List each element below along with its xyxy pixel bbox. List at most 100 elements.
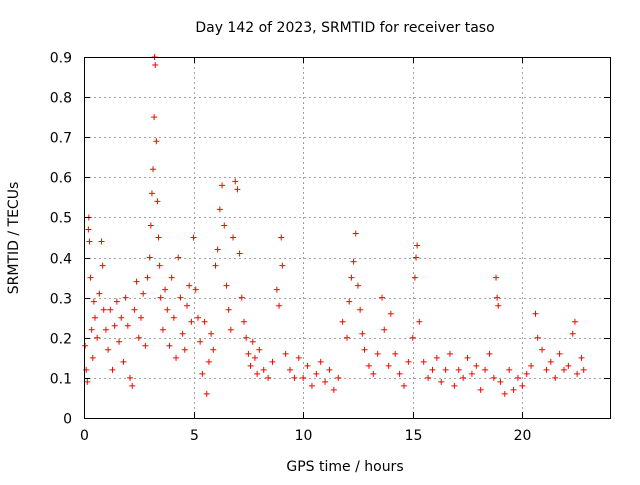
data-point — [156, 262, 163, 269]
y-axis-label: SRMTID / TECUs — [6, 182, 22, 295]
data-point — [420, 358, 427, 365]
data-point — [192, 286, 199, 293]
data-point — [273, 286, 280, 293]
data-point — [240, 318, 247, 325]
data-point — [84, 378, 91, 385]
x-tick-label: 10 — [295, 428, 313, 444]
data-point — [173, 354, 180, 361]
x-tick-label: 15 — [405, 428, 423, 444]
data-point — [181, 346, 188, 353]
data-point — [379, 294, 386, 301]
data-point — [438, 378, 445, 385]
data-point — [151, 114, 158, 121]
data-point — [234, 186, 241, 193]
data-point — [569, 330, 576, 337]
data-point — [157, 294, 164, 301]
data-point — [468, 370, 475, 377]
data-point — [346, 298, 353, 305]
data-point — [552, 374, 559, 381]
data-point — [236, 250, 243, 257]
data-point — [100, 306, 107, 313]
data-point — [276, 302, 283, 309]
data-point — [133, 278, 140, 285]
data-point — [116, 338, 123, 345]
data-point — [455, 366, 462, 373]
data-point — [214, 246, 221, 253]
data-point — [94, 334, 101, 341]
data-point — [88, 326, 95, 333]
data-point — [124, 322, 131, 329]
data-point — [225, 306, 232, 313]
data-point — [574, 370, 581, 377]
data-point — [223, 282, 230, 289]
data-point — [519, 382, 526, 389]
y-tick-label: 0.4 — [50, 252, 72, 268]
data-point — [150, 166, 157, 173]
data-point — [140, 290, 147, 297]
data-point — [543, 366, 550, 373]
data-point — [96, 290, 103, 297]
data-point — [523, 370, 530, 377]
data-point — [279, 262, 286, 269]
data-point — [357, 306, 364, 313]
data-point — [210, 346, 217, 353]
data-point — [254, 370, 261, 377]
x-tick-label: 20 — [514, 428, 532, 444]
data-point — [154, 198, 161, 205]
chart-title: Day 142 of 2023, SRMTID for receiver tas… — [195, 20, 494, 36]
data-point — [571, 318, 578, 325]
data-point — [295, 354, 302, 361]
data-point — [221, 222, 228, 229]
data-point — [179, 330, 186, 337]
data-point — [387, 310, 394, 317]
data-point — [532, 310, 539, 317]
data-point — [194, 314, 201, 321]
data-point — [230, 234, 237, 241]
data-point — [232, 178, 239, 185]
data-point — [146, 254, 153, 261]
data-point — [243, 334, 250, 341]
data-point — [348, 274, 355, 281]
data-point — [514, 374, 521, 381]
data-point — [148, 190, 155, 197]
data-point — [91, 314, 98, 321]
data-point — [137, 314, 144, 321]
data-point — [304, 362, 311, 369]
data-point — [482, 366, 489, 373]
data-point — [113, 298, 120, 305]
data-point — [300, 374, 307, 381]
data-point — [118, 314, 125, 321]
data-point — [510, 386, 517, 393]
data-point — [490, 374, 497, 381]
data-point — [392, 350, 399, 357]
data-point — [330, 386, 337, 393]
data-point — [282, 350, 289, 357]
data-point — [411, 274, 418, 281]
data-point — [335, 374, 342, 381]
data-point — [99, 262, 106, 269]
data-point — [495, 302, 502, 309]
data-point — [142, 342, 149, 349]
data-point — [425, 374, 432, 381]
data-point — [494, 294, 501, 301]
data-point — [385, 362, 392, 369]
y-tick-label: 0.2 — [50, 332, 72, 348]
data-point — [129, 382, 136, 389]
data-point — [287, 366, 294, 373]
data-point — [199, 370, 206, 377]
data-point — [131, 306, 138, 313]
data-point — [188, 318, 195, 325]
data-point — [433, 354, 440, 361]
data-point — [245, 350, 252, 357]
data-point — [451, 382, 458, 389]
data-point — [120, 358, 127, 365]
data-point — [175, 254, 182, 261]
data-point — [184, 302, 191, 309]
data-point — [370, 370, 377, 377]
data-point — [497, 378, 504, 385]
data-point — [350, 258, 357, 265]
data-point — [208, 330, 215, 337]
data-point — [249, 338, 256, 345]
data-point — [177, 294, 184, 301]
data-point — [528, 362, 535, 369]
